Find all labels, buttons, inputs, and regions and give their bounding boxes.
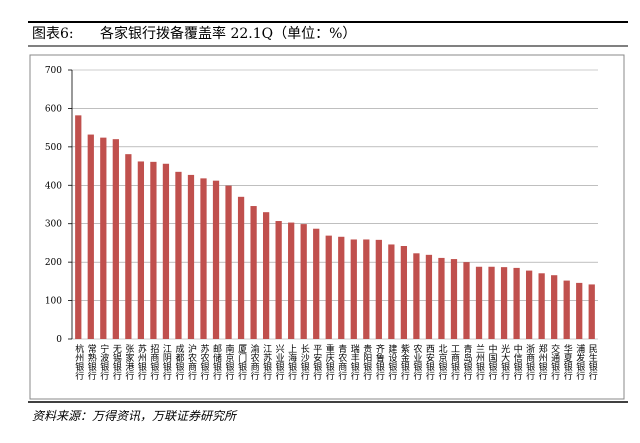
x-tick-label: 张家港行	[123, 344, 134, 381]
chart-frame	[29, 54, 625, 400]
title-prefix: 图表6:	[32, 26, 74, 42]
y-tick-label: 400	[45, 181, 62, 191]
bar	[425, 254, 433, 339]
x-tick-label: 浦发银行	[574, 343, 585, 381]
x-tick-label: 兰州银行	[474, 343, 485, 381]
x-tick-label: 招商银行	[148, 343, 159, 381]
x-tick-label: 长沙银行	[299, 343, 310, 381]
bar	[100, 137, 107, 339]
x-tick-label: 建设银行	[386, 343, 397, 381]
x-tick-label: 华夏银行	[562, 343, 573, 381]
bar	[513, 267, 520, 339]
bar	[576, 282, 583, 339]
y-tick-label: 500	[45, 143, 62, 153]
x-tick-label: 江苏银行	[261, 344, 272, 381]
bar	[212, 180, 220, 339]
bar	[137, 161, 145, 339]
x-tick-label: 贵阳银行	[361, 343, 372, 381]
x-tick-label: 上海银行	[286, 344, 297, 381]
chart-title: 各家银行拨备覆盖率 22.1Q（单位：%）	[100, 25, 356, 42]
x-tick-label: 青岛银行	[462, 343, 473, 381]
bar	[325, 235, 332, 339]
y-tick-label: 200	[45, 258, 62, 268]
x-tick-label: 渝农商行	[249, 343, 260, 381]
x-tick-label: 光大银行	[499, 343, 510, 381]
bar	[87, 134, 94, 339]
x-tick-label: 紫金银行	[399, 344, 410, 381]
bar	[413, 253, 420, 339]
bar	[225, 185, 232, 339]
x-tick-label: 苏农银行	[199, 343, 210, 381]
x-tick-label: 成都银行	[173, 343, 184, 381]
y-tick-label: 300	[45, 220, 62, 230]
x-tick-label: 青农商行	[336, 343, 347, 381]
x-tick-label: 中国银行	[487, 343, 498, 381]
source: 资料来源：万得资讯，万联证券研究所	[32, 409, 238, 423]
bar	[375, 239, 382, 339]
bar	[250, 206, 257, 339]
x-tick-label: 西安银行	[424, 344, 435, 381]
bar	[175, 171, 182, 339]
bar	[500, 267, 508, 339]
bar	[150, 161, 157, 339]
bar	[200, 178, 207, 339]
bar	[438, 257, 445, 339]
x-tick-label: 苏州银行	[136, 343, 147, 381]
x-tick-label: 南京银行	[224, 343, 235, 381]
y-tick-label: 700	[45, 66, 62, 76]
bar	[525, 270, 533, 339]
bar	[162, 163, 170, 339]
y-tick-label: 100	[45, 297, 62, 307]
x-tick-label: 北京银行	[436, 344, 447, 381]
bar	[388, 244, 395, 339]
bar	[112, 139, 119, 339]
bar	[275, 221, 282, 339]
x-tick-label: 江阴银行	[161, 344, 172, 381]
bar	[187, 174, 195, 339]
x-tick-label: 宁波银行	[98, 343, 109, 381]
x-tick-label: 常熟银行	[86, 343, 97, 381]
bar	[463, 262, 470, 339]
bar	[262, 212, 270, 339]
bar	[450, 259, 458, 339]
x-tick-label: 沪农商行	[186, 343, 197, 381]
x-tick-label: 平安银行	[311, 344, 322, 381]
x-tick-label: 重庆银行	[324, 343, 335, 381]
bar	[338, 236, 345, 339]
bar	[538, 273, 545, 339]
bar	[125, 154, 132, 339]
bar	[475, 266, 483, 339]
x-tick-label: 农业银行	[411, 343, 422, 381]
y-tick-label: 0	[56, 335, 62, 345]
x-tick-label: 交通银行	[549, 343, 560, 381]
x-tick-label: 齐鲁银行	[374, 343, 385, 381]
x-tick-label: 杭州银行	[73, 343, 84, 381]
bar	[551, 275, 558, 339]
x-tick-label: 郑州银行	[537, 343, 548, 381]
bar	[488, 266, 495, 339]
x-tick-label: 厦门银行	[236, 344, 247, 381]
x-tick-label: 中信银行	[512, 343, 523, 381]
x-tick-label: 邮储银行	[211, 343, 222, 381]
x-tick-label: 无锡银行	[111, 344, 122, 381]
x-tick-label: 兴业银行	[274, 344, 285, 381]
bar	[588, 284, 595, 339]
bar	[75, 115, 82, 340]
x-tick-label: 工商银行	[449, 344, 460, 381]
bar	[288, 222, 295, 339]
bar	[350, 239, 357, 339]
x-tick-label: 浙商银行	[524, 343, 535, 381]
bar	[237, 196, 245, 339]
bar	[300, 224, 307, 339]
x-tick-label: 民生银行	[587, 344, 598, 381]
x-tick-label: 瑞丰银行	[349, 343, 360, 381]
bar	[363, 239, 370, 339]
bar	[563, 280, 570, 339]
bar	[313, 228, 320, 339]
bar	[400, 246, 408, 339]
y-tick-label: 600	[45, 104, 62, 114]
